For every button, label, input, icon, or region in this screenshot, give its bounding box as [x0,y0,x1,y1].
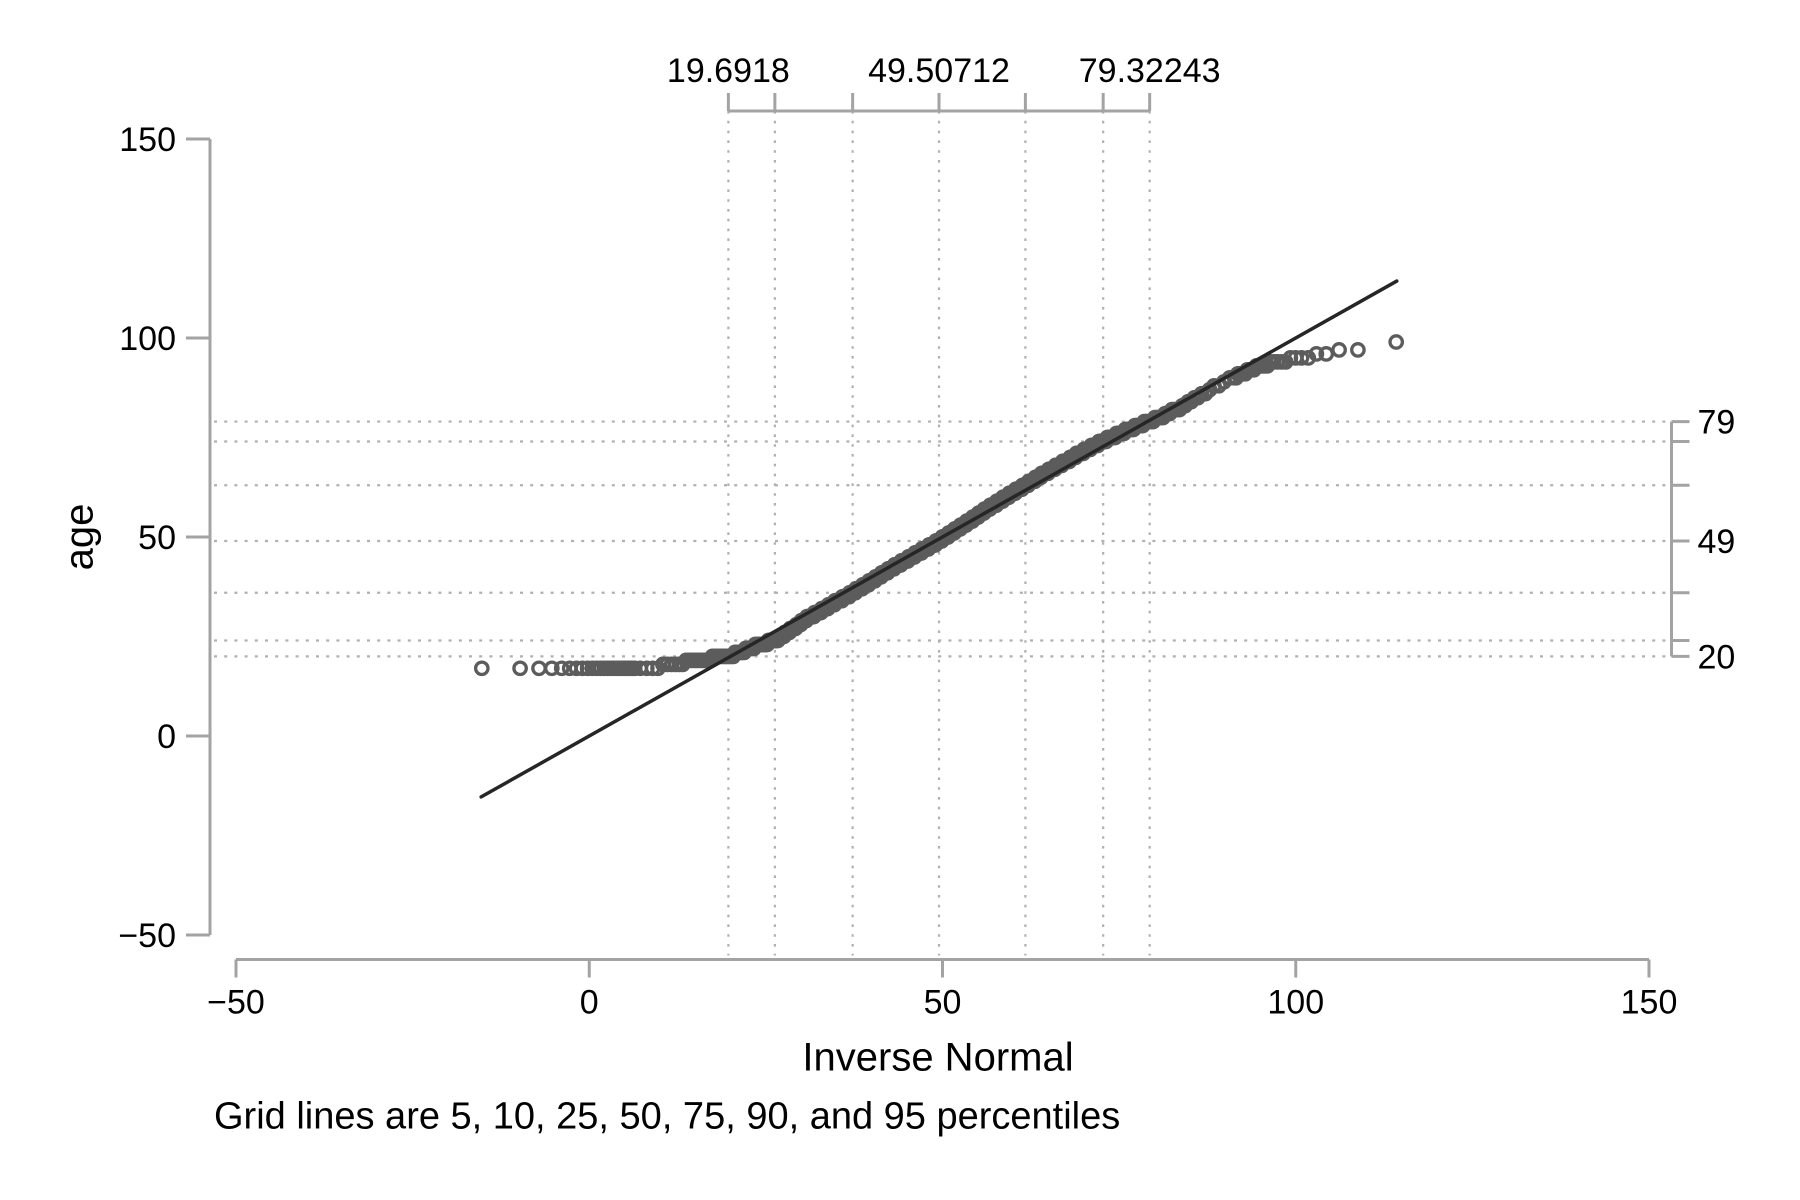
right-axis: 79 49 20 [1670,404,1736,676]
top-tick-label: 19.6918 [667,52,790,90]
x-tick-label: 100 [1267,984,1324,1022]
data-point [473,660,490,677]
x-tick-label: 0 [580,984,599,1022]
y-tick-label: 0 [157,718,176,756]
data-point [1331,342,1347,358]
data-point [553,660,570,677]
x-axis-title: Inverse Normal [802,1035,1074,1080]
x-tick-label: −50 [207,984,265,1022]
data-point [531,660,547,677]
percentile-note: Grid lines are 5, 10, 25, 50, 75, 90, an… [214,1095,1121,1138]
data-point [543,660,560,677]
y-axis-title: age [57,503,102,571]
y-tick-label: 50 [138,519,176,557]
right-tick-label: 20 [1698,638,1736,676]
data-point [574,660,591,677]
data-point [512,660,528,677]
y-axis: −50 0 50 100 150 [118,121,212,955]
right-tick-label: 49 [1698,523,1736,561]
y-tick-label: 100 [119,320,176,358]
x-axis: −50 0 50 100 150 [207,958,1678,1022]
top-axis: 19.6918 49.50712 79.32243 [667,52,1221,113]
data-point [1293,350,1310,366]
top-tick-label: 79.32243 [1079,52,1221,90]
top-tick-label: 49.50712 [868,52,1010,90]
data-point [1300,350,1317,366]
x-tick-label: 150 [1621,984,1678,1022]
y-tick-label: 150 [119,121,176,159]
data-point [1308,346,1325,362]
right-tick-label: 79 [1698,404,1736,442]
y-tick-label: −50 [118,917,176,955]
data-point [1388,334,1405,350]
reference-line [479,279,1399,799]
data-point [1350,342,1366,358]
x-tick-label: 50 [924,984,962,1022]
reference-line-group [479,279,1399,799]
